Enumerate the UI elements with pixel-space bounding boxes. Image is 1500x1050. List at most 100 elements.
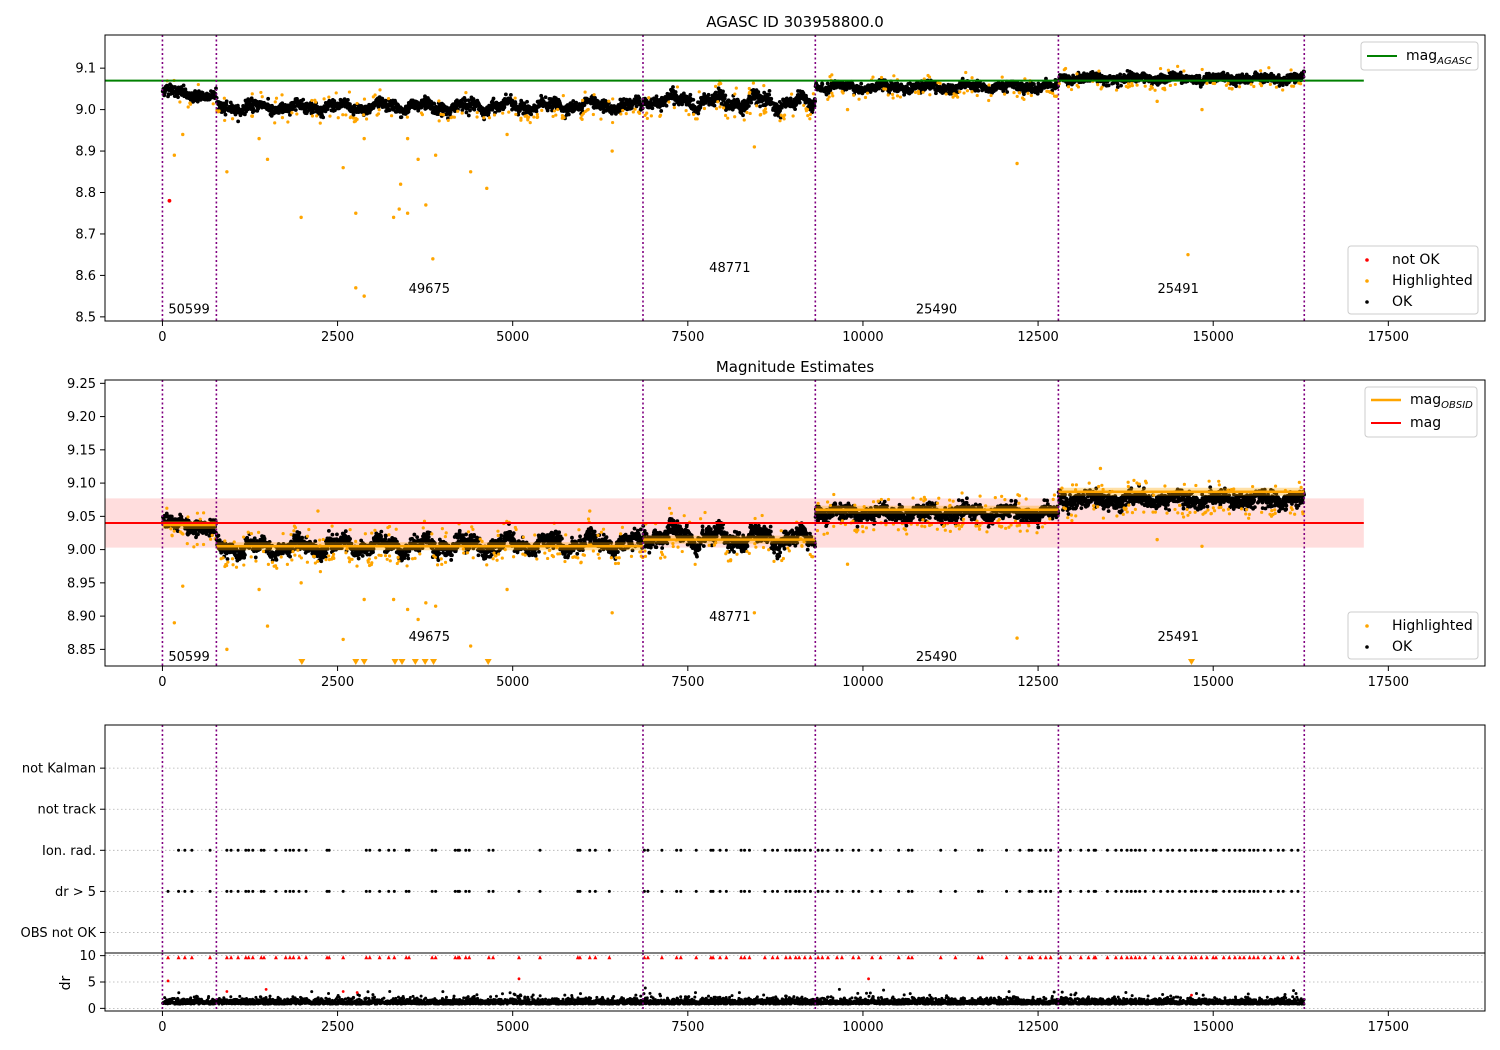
ok-point [313,539,318,544]
highlighted-point [475,115,479,119]
highlighted-point [808,112,812,117]
ok-point [758,104,762,109]
highlighted-point [452,115,456,119]
highlighted-point [456,109,460,113]
highlighted-point [811,92,816,96]
highlighted-point [186,105,190,109]
ok-point [637,99,642,104]
highlighted-point [672,105,676,110]
ok-point [712,103,717,108]
highlighted-point [196,82,200,87]
ok-point [1115,85,1120,90]
highlighted-point [1114,88,1119,92]
highlighted-point [223,118,227,123]
highlighted-point [759,112,763,117]
highlighted-point [956,95,960,99]
y-tick-label: 9.0 [75,103,96,118]
highlighted-point [273,100,277,104]
highlighted-point [852,93,856,97]
ok-point [252,536,257,541]
ok-point [706,92,711,97]
ok-point [253,555,258,560]
ok-point [324,551,329,556]
highlighted-point [1012,90,1016,95]
highlighted-point [185,542,189,546]
highlighted-point [658,113,663,117]
ok-point [196,532,200,537]
highlighted-point [274,96,279,100]
highlighted-point [202,511,206,515]
highlighted-point [611,97,615,101]
highlighted-point [535,112,539,117]
highlighted-point [416,157,420,162]
highlighted-point [1076,85,1081,89]
ok-points-cloud [641,85,817,120]
ok-point [266,96,271,101]
highlighted-point [195,511,200,515]
highlighted-point [475,110,479,115]
ok-points-cloud [214,92,645,124]
ok-point [468,108,472,113]
ok-point [181,83,186,88]
highlighted-point [211,102,215,106]
highlighted-point [898,95,903,99]
highlighted-point [1186,252,1190,257]
highlighted-point [341,165,345,170]
highlighted-point [344,113,348,117]
ok-point [300,535,305,540]
ok-point [466,98,471,103]
highlighted-point [514,112,518,116]
highlighted-point [1026,91,1030,95]
highlighted-point [260,95,264,99]
ok-point [176,95,180,100]
highlighted-point [964,70,968,75]
ok-point [463,98,468,103]
ok-point [793,107,797,111]
highlighted-point [201,542,206,547]
highlighted-point [405,211,410,215]
ok-point [788,96,793,101]
highlighted-point [716,100,720,104]
highlighted-points-fringe [826,70,1059,103]
highlighted-point [1048,90,1052,94]
highlighted-point [398,182,403,186]
highlighted-point [1100,85,1104,89]
highlighted-point [610,120,615,125]
legend-label-mag-agasc: magAGASC [1406,48,1472,67]
ok-point [503,92,508,97]
highlighted-point [719,81,723,86]
highlighted-point [354,286,358,290]
ok-point [767,89,772,93]
highlighted-point [341,113,345,117]
highlighted-point [921,90,925,94]
highlighted-point [507,110,511,114]
highlighted-point [830,91,834,95]
highlighted-point [562,115,566,120]
y-tick-label: 8.7 [75,227,96,242]
ok-point [486,110,491,115]
ok-point [224,99,229,104]
highlighted-point [1128,84,1132,88]
highlighted-point [763,107,768,111]
highlighted-point [827,95,831,99]
ok-point [325,546,330,551]
highlighted-point [645,116,649,121]
highlighted-point [782,117,786,121]
ok-point [696,111,701,116]
highlighted-point [1237,85,1242,89]
ok-point [432,101,437,106]
highlighted-point [755,104,759,108]
highlighted-point [891,96,895,100]
highlighted-point [857,97,861,101]
legend-label-highlighted: Highlighted [1392,273,1473,289]
highlighted-point [225,170,229,174]
x-tick-label: 7500 [671,330,704,345]
ok-points-cloud [214,522,645,564]
highlighted-point [362,97,367,101]
ok-point [243,553,247,557]
highlighted-point [355,101,359,106]
highlighted-point [1289,68,1293,72]
ok-point [297,531,302,535]
highlighted-point [802,103,806,108]
x-tick-label: 12500 [1017,330,1058,345]
